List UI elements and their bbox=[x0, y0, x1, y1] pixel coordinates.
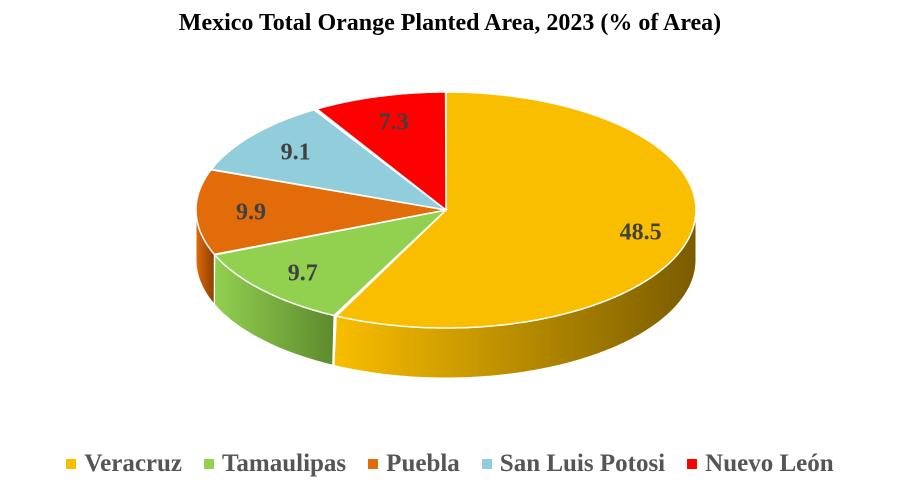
pie-chart: 48.5 9.7 9.9 9.1 7.3 bbox=[195, 91, 697, 379]
pie-sides bbox=[195, 210, 697, 379]
legend-swatch bbox=[204, 459, 215, 469]
data-labels: 48.5 9.7 9.9 9.1 7.3 bbox=[236, 109, 662, 286]
legend-item-puebla: Puebla bbox=[368, 450, 460, 478]
data-label-veracruz: 48.5 bbox=[620, 220, 662, 246]
legend-swatch bbox=[368, 459, 379, 469]
pie-slices bbox=[195, 91, 697, 329]
legend-swatch bbox=[481, 459, 492, 469]
data-label-san-luis-potosi: 9.1 bbox=[281, 139, 311, 165]
legend-item-san-luis-potosi: San Luis Potosi bbox=[481, 450, 666, 478]
slice-nuevo-le-n bbox=[315, 91, 447, 212]
slice-san-luis-potosi bbox=[209, 108, 447, 211]
legend-swatch bbox=[687, 459, 698, 469]
data-label-tamaulipas: 9.7 bbox=[288, 260, 318, 286]
legend-label: Puebla bbox=[386, 450, 460, 477]
slice-tamaulipas bbox=[213, 208, 449, 317]
legend-item-tamaulipas: Tamaulipas bbox=[204, 450, 346, 478]
legend-item-nuevo-le-n: Nuevo León bbox=[687, 450, 834, 478]
data-label-nuevo-le-n: 7.3 bbox=[379, 109, 409, 135]
legend-label: Nuevo León bbox=[705, 450, 834, 477]
data-label-puebla: 9.9 bbox=[236, 200, 266, 226]
legend-item-veracruz: Veracruz bbox=[66, 450, 182, 478]
legend-swatch bbox=[66, 459, 77, 469]
chart-title: Mexico Total Orange Planted Area, 2023 (… bbox=[178, 10, 722, 36]
slice-veracruz bbox=[334, 91, 697, 329]
legend-label: Veracruz bbox=[84, 450, 183, 477]
legend-label: Tamaulipas bbox=[222, 450, 347, 477]
slice-puebla bbox=[195, 168, 447, 256]
legend: Veracruz Tamaulipas Puebla San Luis Potosi N… bbox=[0, 450, 900, 478]
legend-label: San Luis Potosi bbox=[499, 450, 666, 477]
